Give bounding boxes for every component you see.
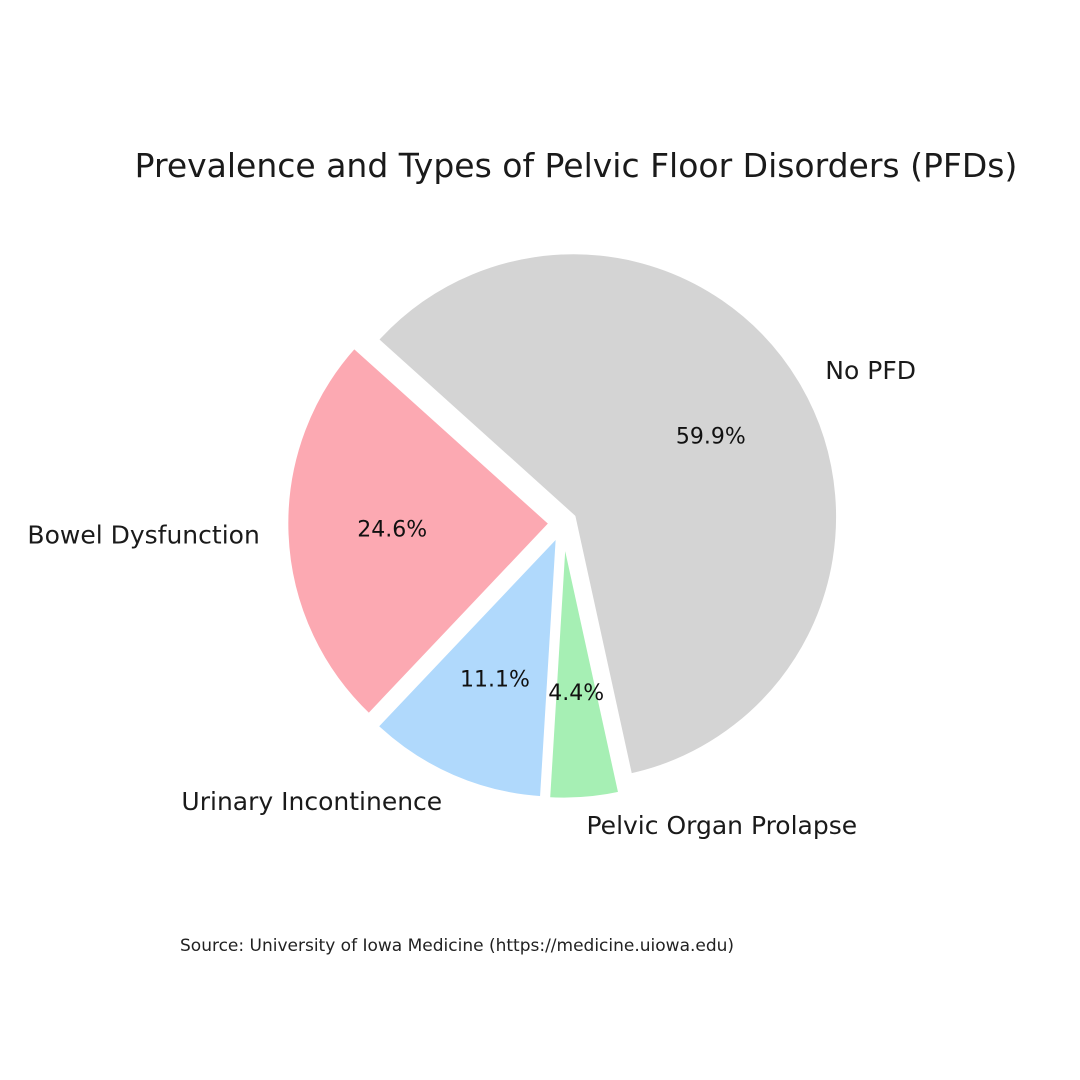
pct-label-urinary-incontinence: 11.1% <box>460 667 530 692</box>
pie-slice-no-pfd <box>374 249 841 779</box>
slice-label-no-pfd: No PFD <box>825 356 916 385</box>
pct-label-no-pfd: 59.9% <box>676 425 746 450</box>
pie-slice-bowel-dysfunction <box>283 343 554 719</box>
pie-slice-urinary-incontinence <box>373 531 561 801</box>
slice-label-pelvic-organ-prolapse: Pelvic Organ Prolapse <box>587 811 858 840</box>
chart-title: Prevalence and Types of Pelvic Floor Dis… <box>134 146 1018 185</box>
slice-label-urinary-incontinence: Urinary Incontinence <box>181 787 442 816</box>
source-note: Source: University of Iowa Medicine (htt… <box>180 936 735 956</box>
slice-label-bowel-dysfunction: Bowel Dysfunction <box>27 521 259 550</box>
pct-label-pelvic-organ-prolapse: 4.4% <box>548 681 604 706</box>
pct-label-bowel-dysfunction: 24.6% <box>357 517 427 542</box>
pie-slice-pelvic-organ-prolapse <box>545 532 623 803</box>
